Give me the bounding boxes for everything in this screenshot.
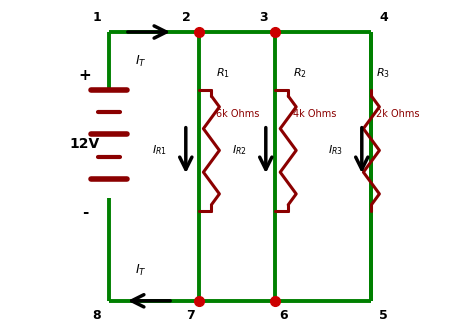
Text: $I_T$: $I_T$ — [135, 54, 147, 69]
Text: 4: 4 — [379, 11, 388, 24]
Text: $I_{R3}$: $I_{R3}$ — [328, 143, 343, 157]
Text: 12V: 12V — [70, 137, 100, 151]
Text: 2: 2 — [182, 11, 191, 24]
Text: 4k Ohms: 4k Ohms — [293, 109, 337, 119]
Text: 7: 7 — [186, 309, 195, 320]
Text: 3: 3 — [259, 11, 267, 24]
Text: 5: 5 — [379, 309, 388, 320]
Text: $R_3$: $R_3$ — [376, 66, 390, 80]
Text: +: + — [79, 68, 91, 83]
Text: $I_{R2}$: $I_{R2}$ — [232, 143, 246, 157]
Text: 6: 6 — [279, 309, 288, 320]
Text: $I_T$: $I_T$ — [135, 263, 147, 278]
Text: 6k Ohms: 6k Ohms — [216, 109, 260, 119]
Text: $R_1$: $R_1$ — [216, 66, 230, 80]
Text: 8: 8 — [92, 309, 101, 320]
Text: -: - — [82, 205, 88, 220]
Text: 1: 1 — [92, 11, 101, 24]
Text: $R_2$: $R_2$ — [293, 66, 307, 80]
Text: 2k Ohms: 2k Ohms — [376, 109, 419, 119]
Text: $I_{R1}$: $I_{R1}$ — [152, 143, 166, 157]
